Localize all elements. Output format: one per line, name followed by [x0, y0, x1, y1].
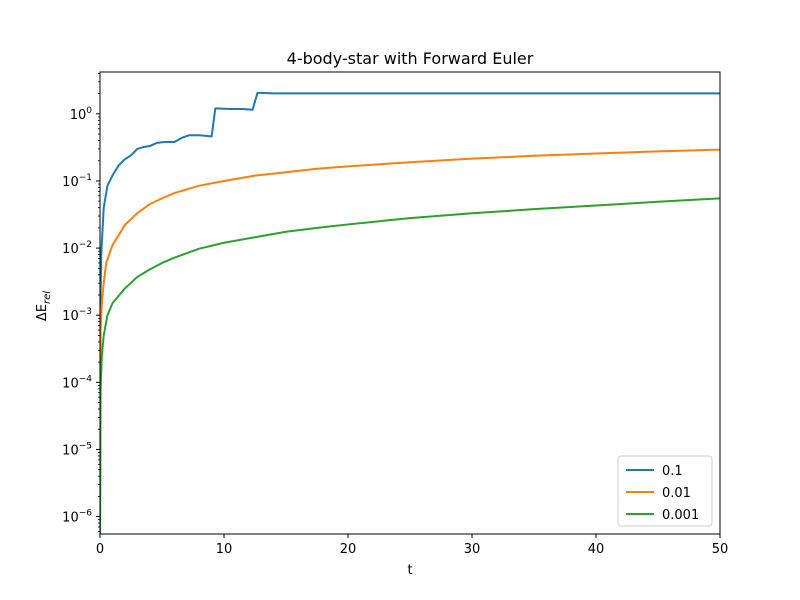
y-tick-label: 10−1 — [62, 173, 92, 190]
legend-label-2: 0.001 — [662, 508, 699, 523]
x-axis-label: t — [407, 563, 412, 578]
legend-box — [617, 455, 713, 527]
y-tick-label: 10−2 — [62, 240, 92, 257]
x-tick-label: 10 — [216, 542, 233, 557]
y-tick-label: 100 — [70, 106, 93, 123]
y-tick-label: 10−6 — [62, 509, 92, 526]
plot-area: 0 10 20 30 40 50 10−6 10−5 10−4 10−3 10−2 10−1 100 — [62, 71, 729, 557]
series-line-1 — [100, 148, 720, 534]
x-tick-label: 20 — [340, 542, 357, 557]
y-tick-label: 10−5 — [62, 441, 92, 458]
y-tick-label: 10−3 — [62, 307, 92, 324]
series-line-0 — [100, 91, 720, 534]
y-axis-label: ΔErel — [35, 291, 53, 321]
legend: 0.1 0.01 0.001 — [617, 455, 713, 527]
series-lines — [100, 91, 720, 534]
series-line-2 — [100, 197, 720, 534]
x-tick-label: 40 — [588, 542, 605, 557]
x-tick-label: 50 — [712, 542, 729, 557]
x-tick-label: 30 — [464, 542, 481, 557]
x-tick-label: 0 — [96, 542, 104, 557]
axes-frame — [99, 71, 721, 535]
y-tick-label: 10−4 — [62, 374, 92, 391]
legend-label-0: 0.1 — [662, 464, 683, 479]
chart-title: 4-body-star with Forward Euler — [287, 49, 534, 68]
legend-label-1: 0.01 — [662, 486, 691, 501]
